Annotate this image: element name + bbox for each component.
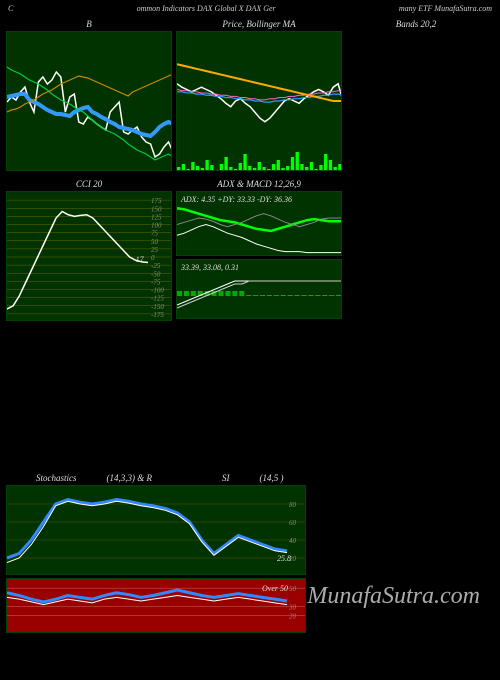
stoch-title: Stochastics bbox=[36, 473, 77, 483]
svg-text:60: 60 bbox=[289, 519, 297, 527]
svg-text:-25: -25 bbox=[151, 262, 161, 270]
svg-text:25: 25 bbox=[151, 246, 159, 254]
stoch-si: SI bbox=[222, 473, 230, 483]
svg-text:40: 40 bbox=[289, 537, 297, 545]
rsi-chart: 50 3020 Over 50 bbox=[6, 578, 306, 633]
bands-title: Bands 20,2 bbox=[346, 17, 486, 31]
header-left: C bbox=[8, 4, 13, 13]
svg-text:50: 50 bbox=[151, 238, 159, 246]
svg-text:150: 150 bbox=[151, 205, 162, 213]
header-right: many ETF MunafaSutra.com bbox=[399, 4, 492, 13]
svg-text:80: 80 bbox=[289, 501, 297, 509]
bottom-section: Stochastics (14,3,3) & R SI (14,5 ) 80 60… bbox=[0, 471, 500, 633]
bands-label-container: Bands 20,2 bbox=[346, 17, 486, 171]
adx-chart: ADX: 4.35 +DY: 33.33 -DY: 36.36 bbox=[176, 191, 342, 256]
svg-text:-125: -125 bbox=[151, 295, 164, 303]
svg-text:25.8: 25.8 bbox=[277, 554, 291, 563]
cci-title: CCI 20 bbox=[6, 177, 172, 191]
svg-text:30: 30 bbox=[288, 604, 297, 612]
svg-text:-175: -175 bbox=[151, 311, 164, 319]
top-row: B Price, Bollinger MA Bands 20,2 bbox=[0, 17, 500, 171]
header-center: ommon Indicators DAX Global X DAX Ger bbox=[137, 4, 276, 13]
price-chart-container: Price, Bollinger MA bbox=[176, 17, 342, 171]
svg-text:75: 75 bbox=[151, 230, 159, 238]
svg-text:125: 125 bbox=[151, 213, 162, 221]
b-chart-container: B bbox=[6, 17, 172, 171]
svg-text:175: 175 bbox=[151, 197, 162, 205]
b-chart bbox=[6, 31, 172, 171]
svg-text:33.39, 33.08, 0.31: 33.39, 33.08, 0.31 bbox=[180, 263, 239, 272]
spacer bbox=[0, 321, 500, 471]
svg-text:0: 0 bbox=[151, 254, 155, 262]
svg-text:-150: -150 bbox=[151, 303, 164, 311]
cci-container: CCI 20 1751501251007550250-25-50-75-100-… bbox=[6, 177, 172, 321]
svg-text:-17: -17 bbox=[133, 255, 145, 264]
page-header: C ommon Indicators DAX Global X DAX Ger … bbox=[0, 0, 500, 17]
stoch-right: (14,5 ) bbox=[260, 473, 284, 483]
b-chart-title: B bbox=[6, 17, 172, 31]
svg-text:ADX: 4.35 +DY: 33.33 -DY: 36.3: ADX: 4.35 +DY: 33.33 -DY: 36.36 bbox=[180, 195, 292, 204]
svg-text:-100: -100 bbox=[151, 287, 164, 295]
svg-text:Over 50: Over 50 bbox=[262, 584, 288, 593]
adx-macd-container: ADX & MACD 12,26,9 ADX: 4.35 +DY: 33.33 … bbox=[176, 177, 342, 321]
stoch-title-row: Stochastics (14,3,3) & R SI (14,5 ) bbox=[6, 471, 494, 485]
cci-chart: 1751501251007550250-25-50-75-100-125-150… bbox=[6, 191, 172, 321]
svg-text:100: 100 bbox=[151, 222, 162, 230]
price-chart-title: Price, Bollinger MA bbox=[176, 17, 342, 31]
macd-chart: 33.39, 33.08, 0.31 bbox=[176, 259, 342, 319]
svg-text:-50: -50 bbox=[151, 270, 161, 278]
price-chart bbox=[176, 31, 342, 171]
stoch-chart: 8060402025.8 bbox=[6, 485, 306, 575]
stoch-params: (14,3,3) & R bbox=[107, 473, 153, 483]
mid-row: CCI 20 1751501251007550250-25-50-75-100-… bbox=[0, 177, 500, 321]
adx-macd-title: ADX & MACD 12,26,9 bbox=[176, 177, 342, 191]
svg-text:50: 50 bbox=[289, 585, 297, 593]
svg-text:-75: -75 bbox=[151, 278, 161, 286]
svg-text:20: 20 bbox=[289, 613, 297, 621]
